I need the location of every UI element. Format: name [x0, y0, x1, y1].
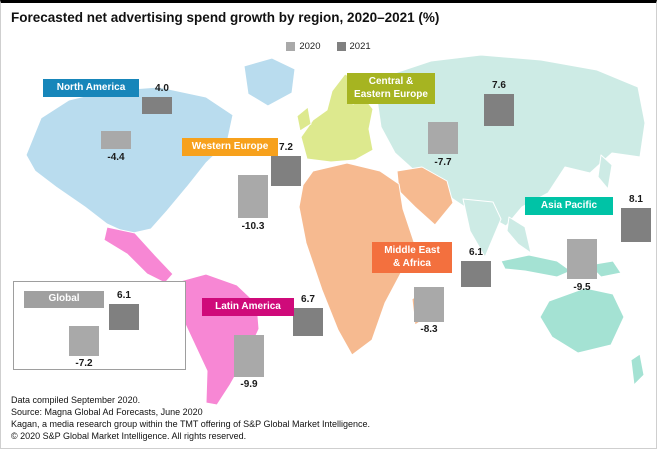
- footnote-line-2: Source: Magna Global Ad Forecasts, June …: [11, 407, 203, 418]
- value-2021-latin-america: 6.7: [301, 294, 315, 305]
- value-2021-global: 6.1: [117, 290, 131, 301]
- value-2020-global: -7.2: [75, 358, 93, 369]
- bar-2021-global: [109, 304, 139, 330]
- island-uk: [296, 106, 312, 132]
- region-middle-east: [396, 166, 454, 226]
- continent-africa: [298, 162, 419, 356]
- bar-2020-central-eastern-europe: [428, 122, 458, 155]
- region-southeast-asia: [506, 216, 532, 254]
- value-2020-western-europe: -10.3: [241, 221, 265, 232]
- bar-2021-latin-america: [293, 308, 323, 337]
- region-label-north-america: North America: [43, 79, 139, 97]
- island-greenland: [243, 57, 296, 107]
- footnote-line-3: Kagan, a media research group within the…: [11, 419, 371, 430]
- bar-2020-north-america: [101, 131, 131, 150]
- value-2021-western-europe: 7.2: [279, 142, 293, 153]
- legend-item-2020: 2020: [286, 41, 321, 52]
- bar-2021-western-europe: [271, 156, 301, 187]
- page-title: Forecasted net advertising spend growth …: [11, 10, 440, 25]
- legend-label-2021: 2021: [349, 41, 371, 52]
- legend-swatch-2020-icon: [286, 42, 296, 51]
- bar-2020-western-europe: [238, 175, 268, 219]
- global-callout-box: Global 6.1 -7.2: [13, 281, 186, 370]
- legend-label-2020: 2020: [299, 41, 321, 52]
- bar-2021-middle-east-africa: [461, 261, 491, 287]
- world-map: [25, 54, 646, 406]
- footnotes: Data compiled September 2020. Source: Ma…: [11, 394, 370, 443]
- value-2020-north-america: -4.4: [107, 152, 125, 163]
- region-label-central-eastern-europe: Central & Eastern Europe: [347, 73, 435, 104]
- region-label-western-europe: Western Europe: [182, 138, 278, 156]
- value-2021-central-eastern-europe: 7.6: [492, 80, 506, 91]
- value-2021-north-america: 4.0: [155, 83, 169, 94]
- value-2020-asia-pacific: -9.5: [573, 282, 591, 293]
- value-2020-latin-america: -9.9: [240, 379, 258, 390]
- bar-2020-asia-pacific: [567, 239, 597, 279]
- bar-2020-middle-east-africa: [414, 287, 444, 322]
- bar-2020-global: [69, 326, 99, 357]
- region-central-america: [103, 226, 174, 284]
- value-2021-asia-pacific: 8.1: [629, 194, 643, 205]
- bar-2020-latin-america: [234, 335, 264, 377]
- region-india: [462, 198, 502, 258]
- value-2020-central-eastern-europe: -7.7: [434, 157, 452, 168]
- legend-item-2021: 2021: [336, 41, 371, 52]
- bar-2021-north-america: [142, 97, 172, 114]
- islands-indonesia: [500, 254, 572, 278]
- value-2020-middle-east-africa: -8.3: [420, 324, 438, 335]
- footnote-line-1: Data compiled September 2020.: [11, 395, 141, 405]
- footnote-line-4: © 2020 S&P Global Market Intelligence. A…: [11, 431, 247, 442]
- region-label-middle-east-africa: Middle East & Africa: [372, 242, 452, 273]
- legend: 2020 2021: [1, 41, 656, 52]
- region-label-asia-pacific: Asia Pacific: [525, 197, 613, 215]
- continent-australia: [539, 287, 625, 354]
- bar-2021-asia-pacific: [621, 208, 651, 243]
- region-label-global: Global: [24, 291, 104, 308]
- value-2021-middle-east-africa: 6.1: [469, 247, 483, 258]
- legend-swatch-2021-icon: [336, 42, 346, 51]
- bar-2021-central-eastern-europe: [484, 94, 514, 126]
- island-japan: [597, 154, 613, 190]
- island-new-zealand: [630, 353, 645, 386]
- island-new-guinea: [588, 260, 622, 278]
- region-label-latin-america: Latin America: [202, 298, 294, 316]
